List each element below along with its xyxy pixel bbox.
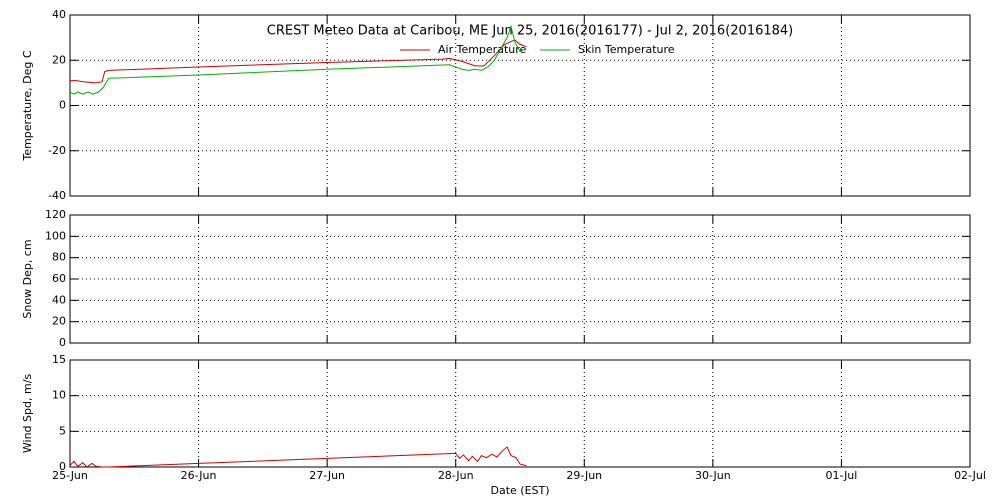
y-tick-label: 10	[52, 389, 66, 402]
y-tick-label: 0	[59, 99, 66, 112]
y-tick-label: 20	[52, 53, 66, 66]
x-tick-label: 28-Jun	[438, 469, 474, 482]
y-tick-label: 0	[59, 336, 66, 349]
x-tick-label: 25-Jun	[52, 469, 88, 482]
plot-frame	[69, 14, 971, 197]
y-tick-label: -40	[48, 189, 66, 202]
x-axis-label: Date (EST)	[490, 484, 549, 497]
y-tick-label: 5	[59, 424, 66, 437]
x-tick-label: 26-Jun	[181, 469, 217, 482]
x-tick-label: 27-Jun	[309, 469, 345, 482]
y-tick-label: 120	[45, 208, 66, 221]
y-tick-label: 100	[45, 229, 66, 242]
plot-frame	[69, 359, 971, 468]
x-tick-label: 02-Jul	[954, 469, 986, 482]
x-tick-label: 29-Jun	[566, 469, 602, 482]
x-tick-label: 01-Jul	[825, 469, 857, 482]
x-tick-label: 30-Jun	[695, 469, 731, 482]
y-tick-label: 20	[52, 315, 66, 328]
y-axis-label: Temperature, Deg C	[21, 50, 34, 161]
y-tick-label: -20	[48, 144, 66, 157]
y-axis-label: Wind Spd, m/s	[21, 374, 34, 454]
data-line	[69, 24, 527, 95]
legend-label: Air Temperature	[438, 43, 527, 56]
y-tick-label: 80	[52, 251, 66, 264]
y-axis-label: Snow Dep, cm	[21, 239, 34, 318]
y-tick-label: 60	[52, 272, 66, 285]
data-line	[70, 39, 527, 84]
plot-frame	[69, 214, 971, 344]
y-tick-label: 40	[52, 8, 66, 21]
legend-label: Skin Temperature	[578, 43, 675, 56]
data-line	[69, 446, 527, 468]
y-tick-label: 0	[59, 460, 66, 473]
chart-title: CREST Meteo Data at Caribou, ME Jun 25, …	[267, 24, 794, 39]
y-tick-label: 15	[52, 353, 66, 366]
y-tick-label: 40	[52, 293, 66, 306]
